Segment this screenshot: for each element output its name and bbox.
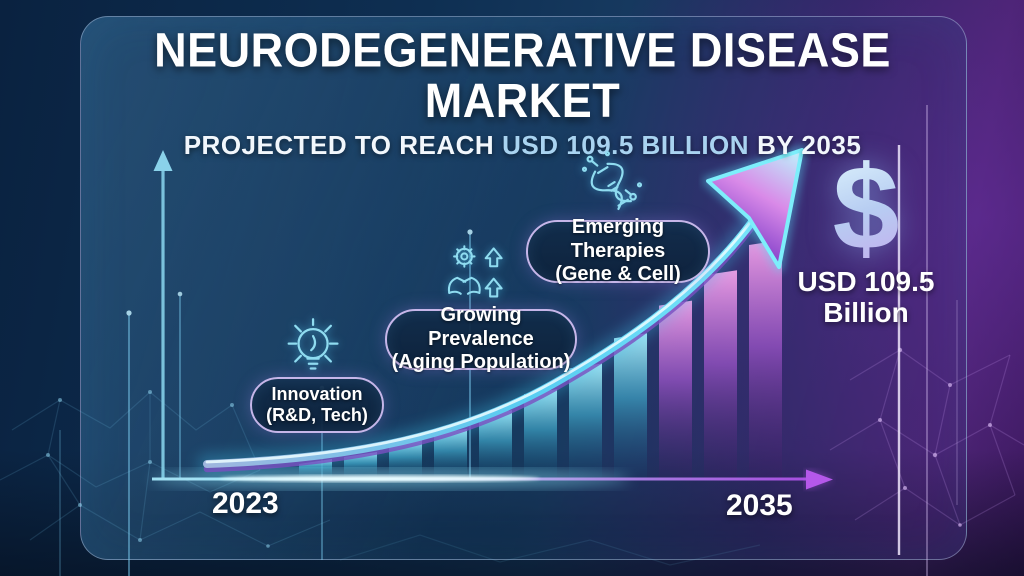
driver-label-line2: (R&D, Tech) [266,405,368,425]
header: NEURODEGENERATIVE DISEASE MARKET PROJECT… [80,24,965,161]
subtitle-prefix: PROJECTED TO REACH [183,129,495,160]
page-title: NEURODEGENERATIVE DISEASE MARKET [154,22,891,129]
driver-pill-emerging-therapies: Emerging Therapies (Gene & Cell) [526,216,710,285]
projected-value-label: USD 109.5 Billion [786,266,946,329]
x-axis-start-year: 2023 [212,487,279,520]
driver-label-line2: (Gene & Cell) [555,263,681,286]
dollar-icon: $ [816,148,916,268]
driver-label-line1: Innovation [271,383,363,404]
projected-value-line2: Billion [823,297,909,329]
driver-label-line2: (Aging Population) [391,351,571,374]
driver-pill-innovation: Innovation (R&D, Tech) [250,377,384,433]
dna-helix-icon [579,148,645,223]
driver-label-line1: Growing Prevalence [428,304,534,350]
projected-value-line1: USD 109.5 [797,266,935,297]
driver-label-line1: Emerging Therapies [570,216,666,262]
driver-pill-growing-prevalence: Growing Prevalence (Aging Population) [385,304,577,373]
x-axis-end-year: 2035 [726,489,793,522]
